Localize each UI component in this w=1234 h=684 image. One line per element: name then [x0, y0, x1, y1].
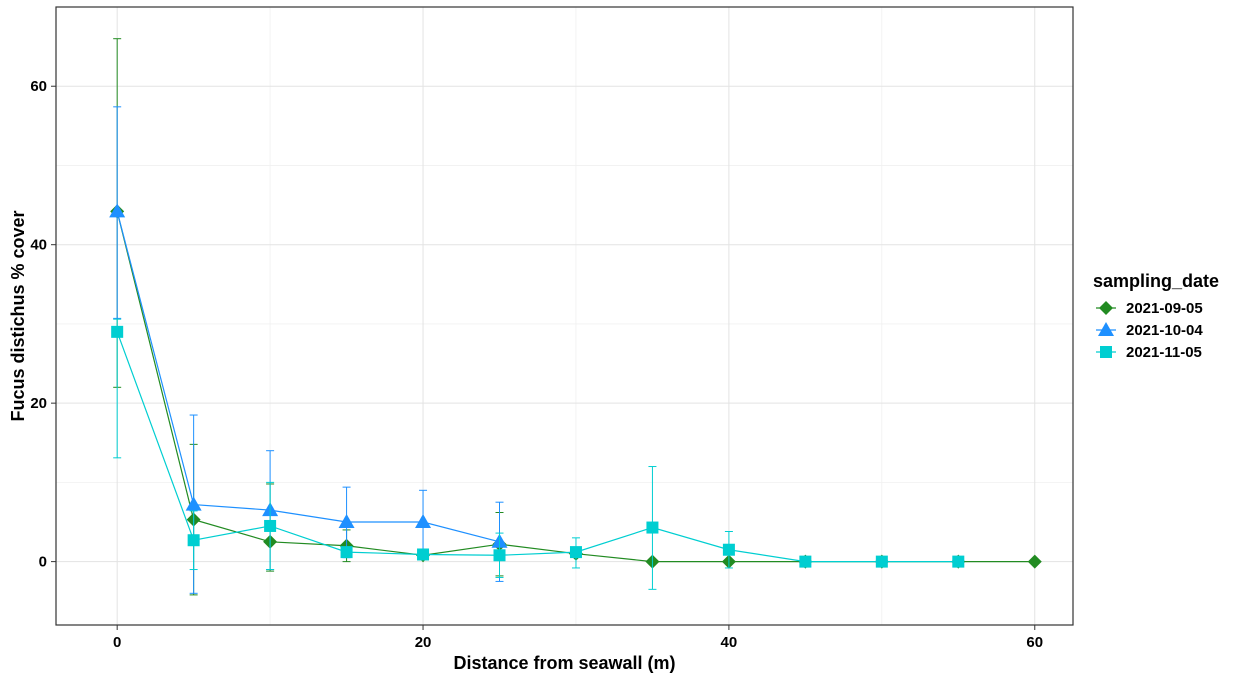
series-2021-11-05: [111, 318, 965, 590]
data-point: [569, 546, 582, 559]
data-point: [799, 555, 812, 568]
legend-label: 2021-11-05: [1126, 344, 1202, 361]
series-layer: [109, 38, 1042, 596]
data-point: [646, 521, 659, 534]
legend-marker: [1098, 322, 1114, 336]
data-point: [875, 555, 888, 568]
series-line: [116, 331, 959, 563]
x-axis-title: Distance from seawall (m): [453, 653, 675, 673]
data-point: [338, 514, 355, 528]
x-tick-label: 0: [113, 634, 121, 651]
data-point: [340, 546, 353, 559]
x-tick-label: 40: [721, 634, 738, 651]
legend-title: sampling_date: [1093, 271, 1219, 291]
legend-marker: [1099, 301, 1113, 315]
axes: 0 20 40 60 0 20 40 60: [30, 78, 1043, 651]
legend-label: 2021-09-05: [1126, 300, 1203, 317]
legend-label: 2021-10-04: [1126, 322, 1203, 339]
data-point: [415, 514, 432, 528]
data-point: [952, 555, 965, 568]
y-tick-label: 60: [30, 78, 47, 95]
data-point: [493, 549, 506, 562]
plot-border: [55, 6, 1074, 626]
legend-item: 2021-09-05: [1096, 300, 1203, 317]
x-tick-label: 20: [415, 634, 432, 651]
data-point: [722, 543, 735, 556]
grid-lines: [56, 7, 1073, 625]
legend-item: 2021-10-04: [1096, 322, 1203, 339]
series-line: [116, 211, 500, 543]
y-tick-label: 40: [30, 237, 47, 254]
data-point: [264, 519, 277, 532]
legend-item: 2021-11-05: [1096, 344, 1202, 361]
x-tick-label: 60: [1026, 634, 1043, 651]
data-point: [111, 325, 124, 338]
y-tick-label: 0: [39, 554, 47, 571]
data-point: [417, 548, 430, 561]
y-axis-title: Fucus distichus % cover: [8, 210, 28, 421]
data-point: [109, 203, 126, 218]
data-point: [1027, 554, 1042, 569]
legend-marker: [1100, 346, 1112, 358]
y-tick-label: 20: [30, 395, 47, 412]
data-point: [185, 496, 202, 511]
legend: sampling_date 2021-09-05 2021-10-04 2021-1…: [1093, 271, 1219, 361]
data-point: [187, 534, 200, 547]
